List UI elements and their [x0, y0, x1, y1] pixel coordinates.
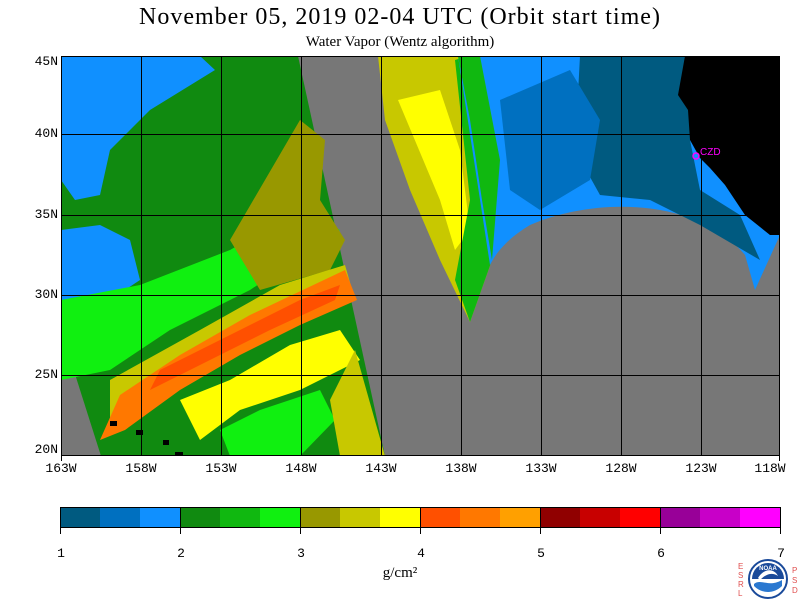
- logo-letter-d: D: [792, 586, 798, 595]
- swath-middle-yellow: [398, 90, 470, 250]
- lon-label-133w: 133W: [525, 461, 557, 476]
- colorbar-cell: [140, 507, 181, 527]
- colorbar-cell: [580, 507, 621, 527]
- colorbar: [60, 507, 781, 534]
- lon-label-148w: 148W: [285, 461, 317, 476]
- logo-letter-s2: S: [792, 576, 798, 585]
- hawaiian-islands: [110, 421, 183, 456]
- land-north-america: [678, 56, 780, 235]
- colorbar-cell: [380, 507, 421, 527]
- colorbar-tick-5: 5: [537, 546, 545, 561]
- station-label: CZD: [700, 147, 721, 158]
- swath-west-south-yellow: [180, 330, 360, 440]
- colorbar-cell: [260, 507, 301, 527]
- colorbar-cell: [660, 507, 701, 527]
- lat-label-20n: 20N: [34, 442, 58, 457]
- lat-lon-grid: [61, 56, 780, 456]
- lat-label-40n: 40N: [34, 126, 58, 141]
- lon-label-123w: 123W: [685, 461, 717, 476]
- swath-east-green-edge: [458, 56, 500, 260]
- swath-east-mid-region: [500, 70, 600, 210]
- colorbar-cell: [340, 507, 381, 527]
- logo-letter-e: E: [738, 562, 744, 571]
- colorbar-tick-2: 2: [177, 546, 185, 561]
- lon-label-128w: 128W: [605, 461, 637, 476]
- colorbar-cell: [700, 507, 741, 527]
- lon-label-118w: 118W: [754, 461, 786, 476]
- map-frame: [61, 56, 780, 456]
- colorbar-cell: [740, 507, 781, 527]
- lon-label-143w: 143W: [365, 461, 397, 476]
- colorbar-units: g/cm²: [382, 565, 418, 581]
- logo-letter-r: R: [738, 580, 744, 589]
- colorbar-cell: [540, 507, 581, 527]
- colorbar-tick-3: 3: [297, 546, 305, 561]
- colorbar-tick-4: 4: [417, 546, 425, 561]
- colorbar-tick-1: 1: [57, 546, 65, 561]
- swath-west-south-edge: [330, 350, 385, 456]
- colorbar-cell: [100, 507, 141, 527]
- swath-west-olive-band: [230, 120, 345, 290]
- lon-label-138w: 138W: [445, 461, 477, 476]
- noaa-logo: NOAA: [748, 559, 788, 599]
- colorbar-cell: [220, 507, 261, 527]
- axis-ticks: [61, 456, 780, 461]
- colorbar-cell: [420, 507, 461, 527]
- swath-west-blue-region: [61, 56, 215, 200]
- map-subtitle: Water Vapor (Wentz algorithm): [305, 34, 495, 50]
- colorbar-tick-7: 7: [777, 546, 785, 561]
- lat-label-35n: 35N: [34, 207, 58, 222]
- lon-label-158w: 158W: [125, 461, 157, 476]
- noaa-logo-text: NOAA: [759, 566, 777, 572]
- map-title: November 05, 2019 02-04 UTC (Orbit start…: [139, 4, 661, 30]
- colorbar-tick-6: 6: [657, 546, 665, 561]
- lon-label-163w: 163W: [45, 461, 77, 476]
- logo-letter-p: P: [792, 566, 798, 575]
- lon-label-153w: 153W: [205, 461, 237, 476]
- swath-west-plume-core: [150, 285, 340, 390]
- lat-label-30n: 30N: [34, 287, 58, 302]
- lat-label-45n: 45N: [34, 54, 58, 69]
- colorbar-cell: [460, 507, 501, 527]
- colorbar-cell: [620, 507, 661, 527]
- station-marker: CZD: [692, 147, 721, 160]
- colorbar-cell: [300, 507, 341, 527]
- colorbar-cell: [180, 507, 221, 527]
- lat-label-25n: 25N: [34, 367, 58, 382]
- logo-letter-l: L: [738, 589, 743, 598]
- colorbar-cell: [60, 507, 101, 527]
- swath-middle-green-edge: [455, 56, 492, 322]
- swath-west-blue-patch: [61, 225, 140, 300]
- swath-west-south-green: [220, 390, 335, 456]
- logo-letter-s: S: [738, 571, 744, 580]
- colorbar-cell: [500, 507, 541, 527]
